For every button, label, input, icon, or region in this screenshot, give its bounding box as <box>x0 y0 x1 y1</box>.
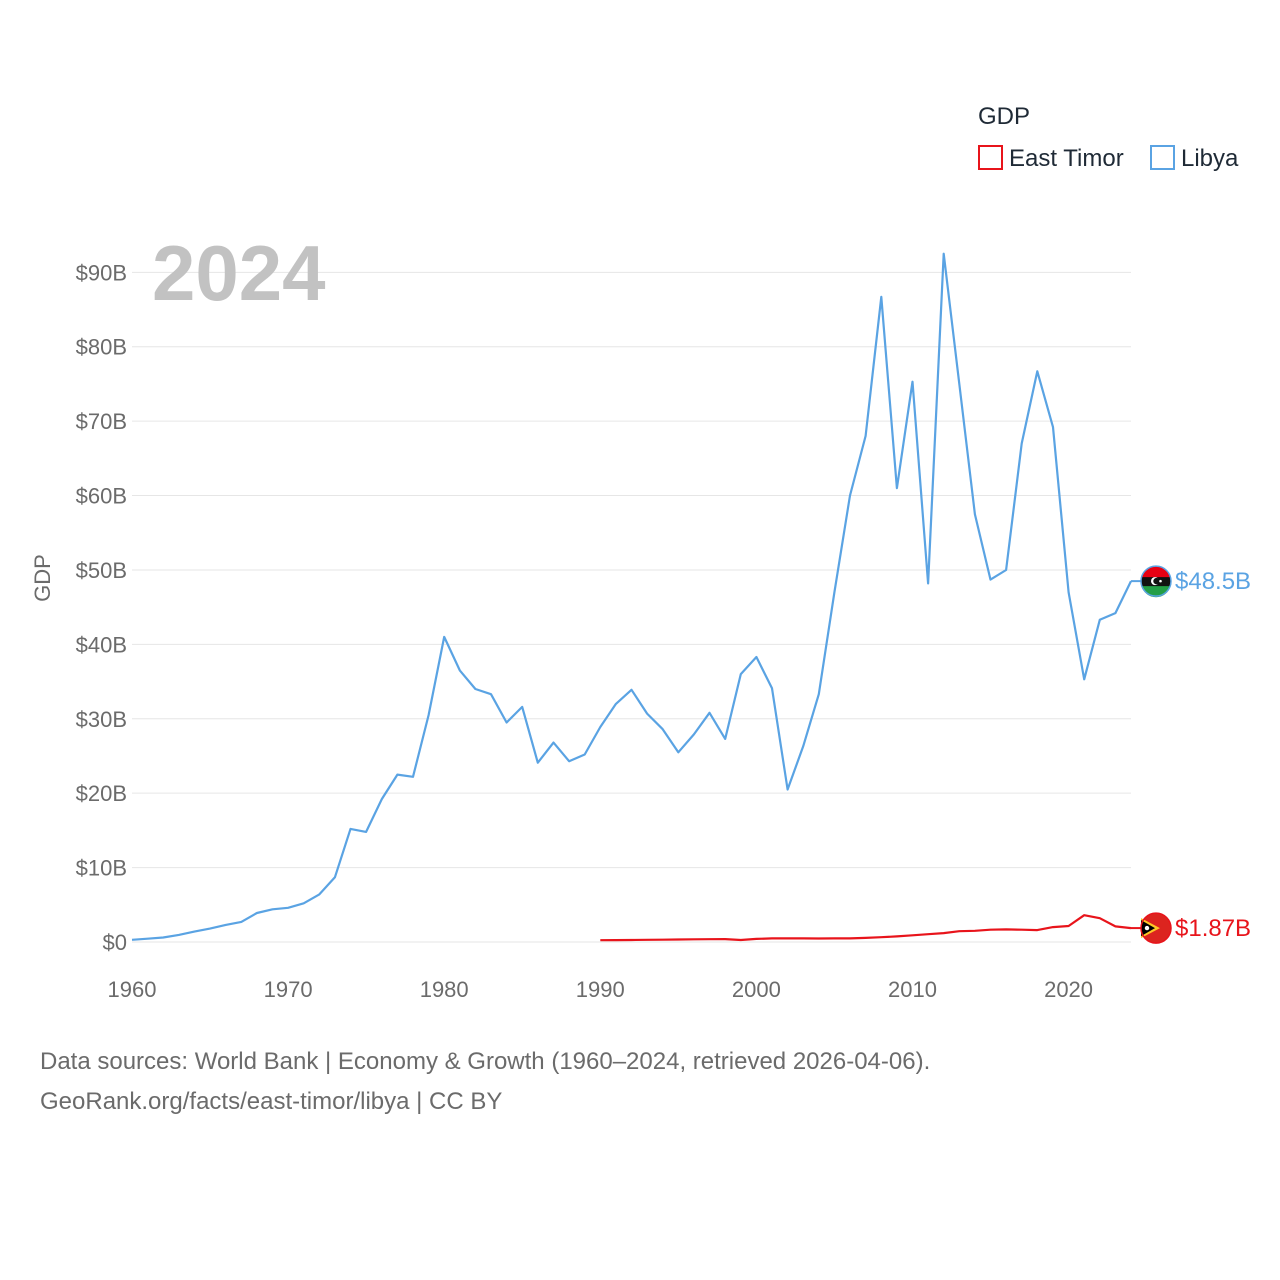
legend-item-east-timor[interactable]: East Timor <box>978 145 1124 172</box>
flag-star <box>1159 579 1162 583</box>
x-tick-label: 1960 <box>108 977 157 1002</box>
gridlines <box>132 271 1131 943</box>
x-tick-label: 1980 <box>420 977 469 1002</box>
x-axis-ticks: 1960 1970 1980 1990 2000 2010 2020 <box>108 977 1094 1002</box>
source-line: Data sources: World Bank | Economy & Gro… <box>40 1048 931 1075</box>
y-axis-title: GDP <box>30 554 55 602</box>
gdp-line-chart: $0 $10B $20B $30B $40B $50B $60B $70B $80B $90B 1… <box>30 103 1251 1002</box>
series-lines <box>131 252 1132 942</box>
legend-item-libya[interactable]: Libya <box>1150 145 1239 172</box>
libya-flag-icon <box>1140 565 1172 598</box>
series-end-markers: $1.87B $48.5B <box>1131 565 1251 944</box>
end-value-label-libya: $48.5B <box>1175 568 1251 595</box>
legend-label-east-timor: East Timor <box>1009 145 1124 172</box>
legend-title: GDP <box>978 103 1030 130</box>
current-year-label: 2024 <box>152 229 326 317</box>
x-tick-label: 2010 <box>888 977 937 1002</box>
flag-crescent-cut <box>1153 577 1160 585</box>
legend-swatch-east-timor <box>978 145 1003 170</box>
series-line-libya[interactable] <box>131 252 1132 941</box>
y-tick-label: $80B <box>76 335 127 360</box>
legend: GDP East Timor Libya <box>978 103 1239 172</box>
y-axis-ticks: $0 $10B $20B $30B $40B $50B $60B $70B $80B $90B <box>76 260 127 955</box>
end-value-label-east-timor: $1.87B <box>1175 915 1251 942</box>
x-tick-label: 2000 <box>732 977 781 1002</box>
flag-ring <box>1140 912 1172 944</box>
y-tick-label: $70B <box>76 409 127 434</box>
y-tick-label: $0 <box>103 930 127 955</box>
y-tick-label: $30B <box>76 707 127 732</box>
x-tick-label: 1970 <box>264 977 313 1002</box>
east-timor-flag-icon <box>1140 912 1172 944</box>
attribution-line: GeoRank.org/facts/east-timor/libya | CC … <box>40 1088 503 1115</box>
flag-red-band <box>1141 565 1171 578</box>
flag-ring <box>1140 565 1172 597</box>
y-tick-label: $10B <box>76 856 127 881</box>
legend-label-libya: Libya <box>1181 145 1239 172</box>
y-tick-label: $50B <box>76 558 127 583</box>
data-source-note: Data sources: World Bank | Economy & Gro… <box>40 1042 930 1122</box>
y-tick-label: $40B <box>76 632 127 657</box>
y-tick-label: $20B <box>76 781 127 806</box>
flag-star <box>1144 925 1150 931</box>
x-tick-label: 2020 <box>1044 977 1093 1002</box>
series-line-east-timor[interactable] <box>600 914 1132 942</box>
y-tick-label: $90B <box>76 260 127 285</box>
legend-swatch-libya <box>1150 145 1175 170</box>
x-tick-label: 1990 <box>576 977 625 1002</box>
y-tick-label: $60B <box>76 484 127 509</box>
